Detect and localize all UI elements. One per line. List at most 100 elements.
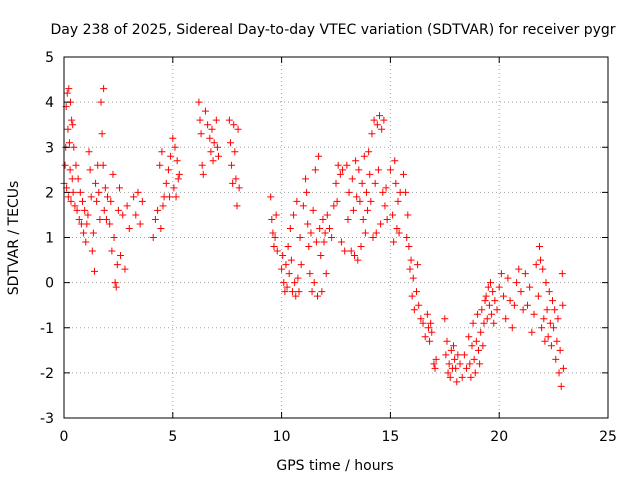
data-point — [374, 166, 382, 174]
data-point — [443, 337, 451, 345]
data-point — [336, 170, 344, 178]
data-point — [306, 270, 314, 278]
data-point — [290, 211, 298, 219]
data-point — [83, 220, 91, 228]
data-point — [233, 202, 241, 210]
data-point — [526, 283, 534, 291]
data-point — [201, 107, 209, 115]
data-point — [64, 193, 72, 201]
data-point — [130, 193, 138, 201]
x-tick-label: 25 — [599, 429, 617, 445]
data-point — [357, 243, 365, 251]
data-point — [332, 179, 340, 187]
data-point — [354, 256, 362, 264]
data-point — [267, 193, 275, 201]
data-point — [269, 229, 277, 237]
data-point — [482, 292, 490, 300]
data-point — [283, 283, 291, 291]
data-point — [380, 116, 388, 124]
data-point — [451, 355, 459, 363]
data-point — [63, 89, 71, 97]
data-point — [452, 364, 460, 372]
data-point — [68, 175, 76, 183]
data-point — [199, 170, 207, 178]
data-point — [394, 197, 402, 205]
data-point — [270, 243, 278, 251]
data-point — [350, 252, 358, 260]
data-point — [540, 315, 548, 323]
data-point — [444, 369, 452, 377]
data-point — [364, 206, 372, 214]
data-point — [302, 175, 310, 183]
data-point — [78, 197, 86, 205]
data-point — [109, 170, 117, 178]
data-point — [546, 319, 554, 327]
y-tick-label: 5 — [45, 50, 54, 66]
data-point — [430, 360, 438, 368]
data-point — [112, 283, 120, 291]
data-point — [325, 224, 333, 232]
data-point — [121, 265, 129, 273]
data-point — [358, 179, 366, 187]
data-point — [371, 179, 379, 187]
data-point — [333, 197, 341, 205]
data-point — [373, 121, 381, 129]
data-point — [513, 279, 521, 287]
data-point — [307, 229, 315, 237]
data-point — [291, 279, 299, 287]
data-point — [534, 292, 542, 300]
data-point — [132, 211, 140, 219]
data-point — [198, 161, 206, 169]
data-point — [515, 265, 523, 273]
data-point — [174, 175, 182, 183]
data-point — [377, 220, 385, 228]
data-point — [207, 148, 215, 156]
data-point — [279, 252, 287, 260]
data-point — [370, 116, 378, 124]
data-point — [446, 373, 454, 381]
data-point — [280, 279, 288, 287]
data-point — [134, 188, 142, 196]
data-point — [345, 188, 353, 196]
data-point — [206, 134, 214, 142]
data-point — [88, 247, 96, 255]
data-point — [196, 116, 204, 124]
data-point — [519, 306, 527, 314]
data-point — [427, 319, 435, 327]
data-point — [407, 256, 415, 264]
data-point — [488, 310, 496, 318]
data-point — [271, 234, 279, 241]
data-point — [506, 297, 514, 305]
data-point — [70, 143, 78, 151]
data-point — [330, 202, 338, 210]
axes: 0 5 10 15 20 25 -3 -2 -1 0 1 2 3 4 5 — [40, 50, 617, 445]
data-point — [542, 279, 550, 287]
data-point — [339, 166, 347, 174]
data-point — [414, 261, 422, 269]
data-point — [75, 215, 83, 223]
y-tick-label: 1 — [45, 231, 54, 247]
data-point — [517, 288, 525, 296]
data-point — [382, 184, 390, 192]
data-point — [102, 215, 110, 223]
data-point — [343, 161, 351, 169]
data-point — [159, 202, 167, 210]
data-point — [460, 351, 468, 359]
data-point — [328, 234, 336, 241]
data-point — [473, 310, 481, 318]
data-point — [478, 306, 486, 314]
data-point — [365, 148, 373, 156]
data-point — [309, 206, 317, 214]
data-point — [404, 211, 412, 219]
data-point — [445, 360, 453, 368]
data-point — [379, 188, 387, 196]
data-point — [497, 270, 505, 278]
data-point — [314, 292, 322, 300]
data-point — [99, 161, 107, 169]
data-point — [410, 306, 418, 314]
data-point — [321, 229, 329, 237]
data-point — [368, 130, 376, 138]
data-point — [173, 157, 181, 165]
data-point — [114, 206, 122, 214]
